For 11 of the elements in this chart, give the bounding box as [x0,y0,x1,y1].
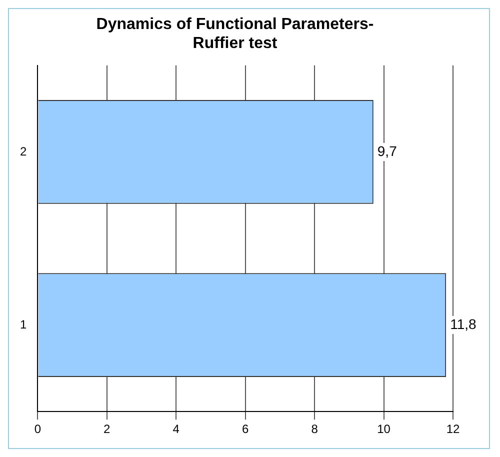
x-tick-label: 0 [34,422,42,436]
x-tick-label: 2 [104,422,111,436]
x-tick-label: 10 [377,422,391,436]
data-label: 9,7 [377,142,398,159]
x-tick-label: 6 [242,422,249,436]
y-tick-label: 1 [20,317,27,332]
x-tick-label: 4 [172,422,180,436]
data-label: 11,8 [450,316,476,332]
chart-title: Dynamics of Functional Parameters- Ruffier test [96,16,374,52]
x-tick-label: 12 [446,422,460,436]
x-tick-label: 8 [311,422,318,436]
